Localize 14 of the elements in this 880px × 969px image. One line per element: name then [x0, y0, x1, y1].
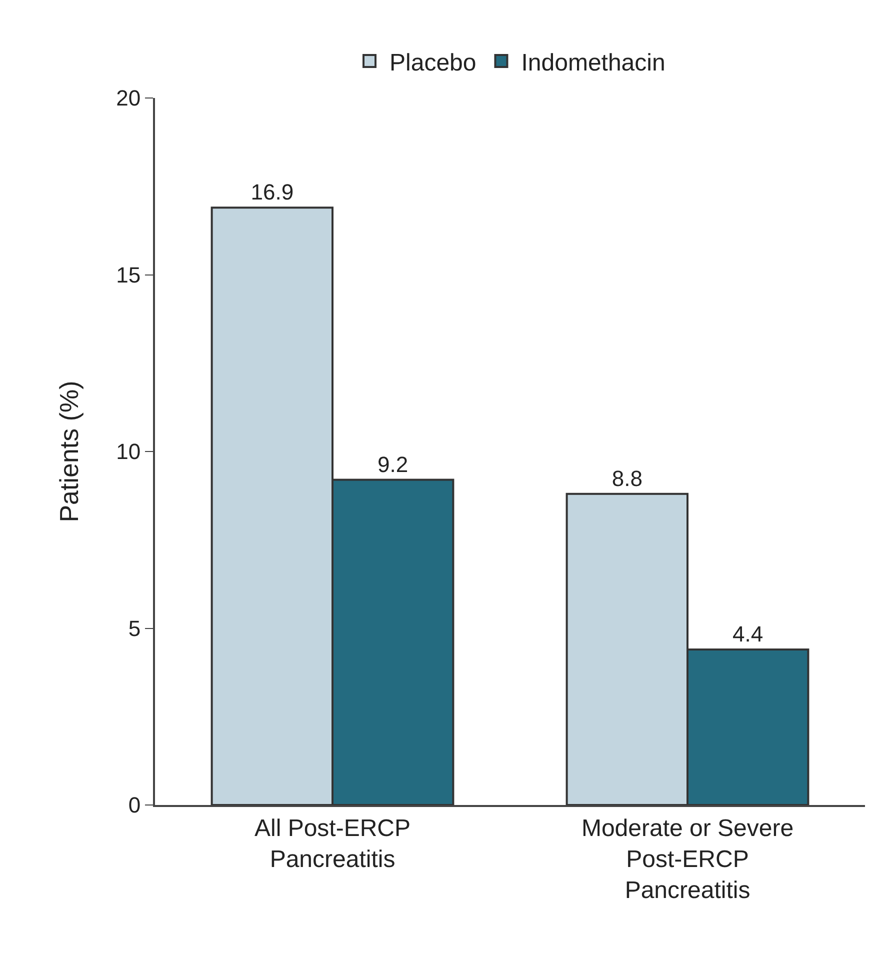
y-tick-label: 0: [128, 792, 141, 818]
y-tick-label: 20: [116, 86, 141, 111]
legend-label: Indomethacin: [521, 49, 666, 76]
x-tick-label: Moderate or Severe Post-ERCP Pancreatitis: [581, 814, 794, 904]
x-tick-label: All Post-ERCP Pancreatitis: [254, 814, 411, 873]
data-label: 16.9: [250, 180, 294, 205]
data-label: 9.2: [378, 452, 408, 477]
legend-label: Placebo: [390, 49, 476, 76]
y-axis-title: Patients (%): [54, 380, 84, 522]
data-label: 8.8: [612, 466, 642, 491]
data-label: 4.4: [732, 621, 764, 646]
y-tick-label: 15: [116, 262, 141, 288]
y-tick-label: 10: [116, 439, 141, 464]
y-tick-label: 5: [128, 616, 141, 641]
